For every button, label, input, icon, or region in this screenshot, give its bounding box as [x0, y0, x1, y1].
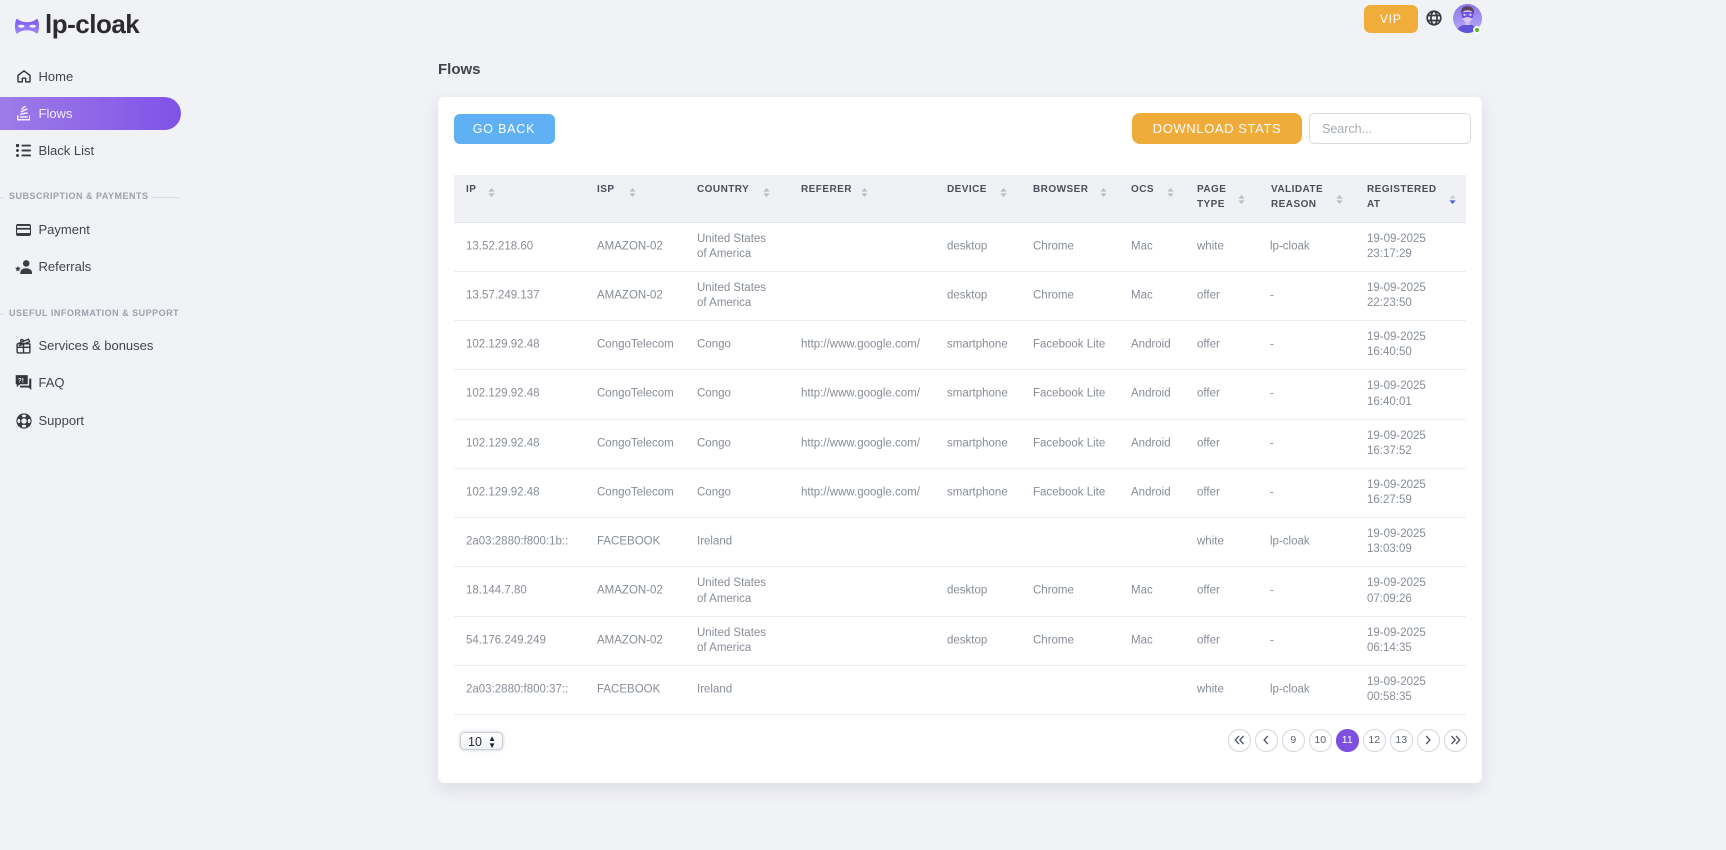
svg-text:?!: ?!: [18, 377, 24, 384]
